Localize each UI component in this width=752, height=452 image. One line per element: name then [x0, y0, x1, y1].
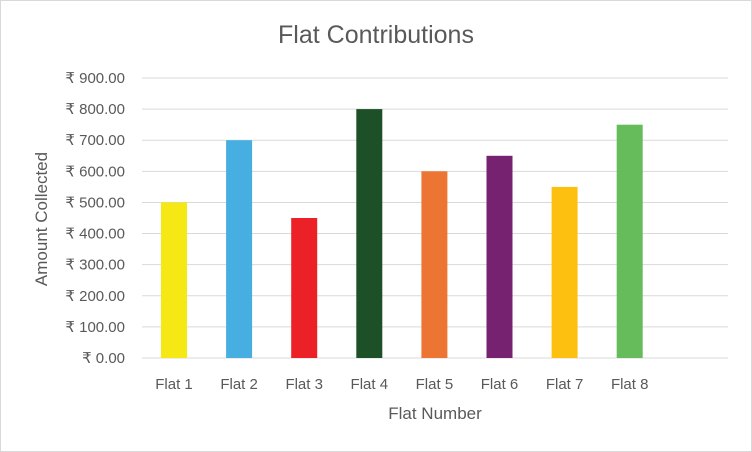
x-axis-title: Flat Number [388, 404, 482, 423]
x-axis-tick-labels: Flat 1 Flat 2 Flat 3 Flat 4 Flat 5 Flat 6 Flat… [155, 376, 648, 393]
y-axis-title: Amount Collected [32, 152, 51, 286]
y-tick-label: ₹ 0.00 [82, 350, 125, 367]
x-tick-label: Flat 6 [481, 376, 519, 393]
x-tick-label: Flat 4 [351, 376, 389, 393]
bar [486, 155, 513, 358]
bar [161, 202, 187, 358]
y-tick-label: ₹ 200.00 [65, 288, 125, 305]
bar [616, 124, 643, 358]
chart-title: Flat Contributions [278, 21, 474, 49]
y-tick-label: ₹ 900.00 [65, 70, 125, 87]
x-tick-label: Flat 2 [220, 376, 258, 393]
bar [421, 171, 448, 358]
bar [551, 186, 578, 358]
x-tick-label: Flat 7 [546, 376, 584, 393]
bars [161, 109, 643, 358]
bar [291, 218, 318, 358]
y-tick-label: ₹ 600.00 [65, 163, 125, 180]
y-tick-label: ₹ 400.00 [65, 226, 125, 243]
y-tick-label: ₹ 800.00 [65, 101, 125, 118]
bar [226, 140, 253, 358]
x-tick-label: Flat 8 [611, 376, 649, 393]
y-tick-label: ₹ 700.00 [65, 132, 125, 149]
y-tick-label: ₹ 500.00 [65, 194, 125, 211]
x-tick-label: Flat 1 [155, 376, 193, 393]
y-axis-tick-labels: ₹ 0.00 ₹ 100.00 ₹ 200.00 ₹ 300.00 ₹ 400.00 ₹ … [65, 70, 125, 367]
bar [356, 109, 383, 358]
y-tick-label: ₹ 300.00 [65, 257, 125, 274]
y-tick-label: ₹ 100.00 [65, 319, 125, 336]
x-tick-label: Flat 5 [416, 376, 454, 393]
x-tick-label: Flat 3 [285, 376, 323, 393]
